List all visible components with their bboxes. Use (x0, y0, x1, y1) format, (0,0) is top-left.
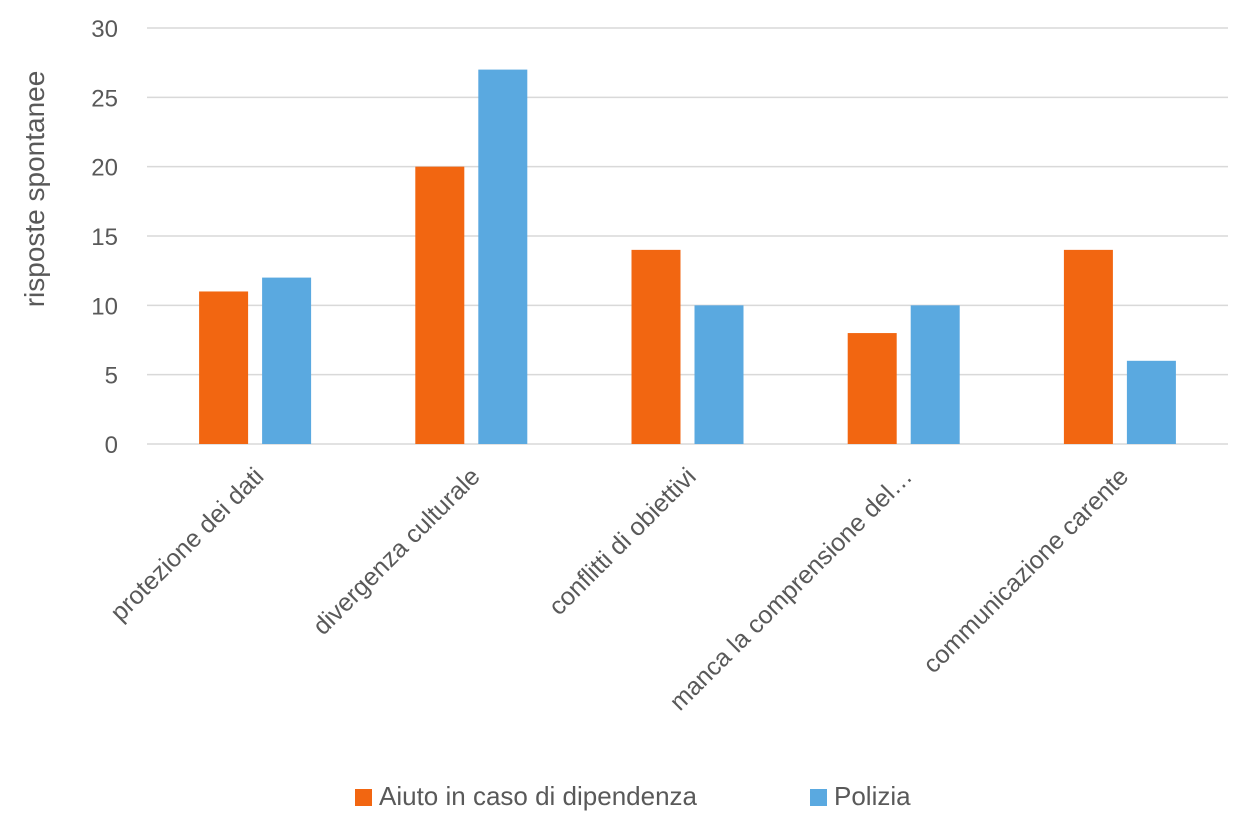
x-axis-category-labels: protezione dei dati divergenza culturale c… (105, 462, 1134, 716)
bar-series-2 (910, 305, 960, 444)
bar-series-1 (199, 291, 249, 444)
legend-label: Aiuto in caso di dipendenza (379, 781, 698, 811)
bar-series-2 (694, 305, 744, 444)
bar-series-2 (1126, 360, 1176, 444)
bar-series-1 (847, 333, 897, 444)
y-tick-label: 10 (91, 293, 118, 320)
y-axis-tick-labels: 0 5 10 15 20 25 30 (91, 16, 118, 459)
bar-series-1 (631, 249, 681, 444)
y-tick-label: 25 (91, 85, 118, 112)
y-tick-label: 15 (91, 224, 118, 251)
legend: Aiuto in caso di dipendenza Polizia (355, 781, 911, 811)
legend-swatch (810, 789, 827, 806)
y-tick-label: 30 (91, 16, 118, 43)
bar-series-1 (415, 166, 465, 444)
x-category-label: divergenza culturale (308, 462, 486, 640)
y-axis-title: risposte spontanee (19, 71, 50, 308)
x-category-label: manca la comprensione del… (664, 462, 918, 716)
x-category-label: conflitti di obiettivi (543, 462, 701, 620)
bar-series-1 (1063, 249, 1113, 444)
y-tick-label: 0 (105, 432, 118, 459)
bar-series-2 (478, 69, 528, 444)
legend-label: Polizia (834, 781, 911, 811)
x-category-label: communicazione carente (918, 462, 1134, 678)
bars (199, 69, 1176, 444)
y-tick-label: 20 (91, 155, 118, 182)
gridlines (147, 27, 1228, 445)
legend-swatch (355, 789, 372, 806)
bar-series-2 (262, 277, 312, 444)
y-tick-label: 5 (105, 363, 118, 390)
x-category-label: protezione dei dati (105, 462, 269, 626)
